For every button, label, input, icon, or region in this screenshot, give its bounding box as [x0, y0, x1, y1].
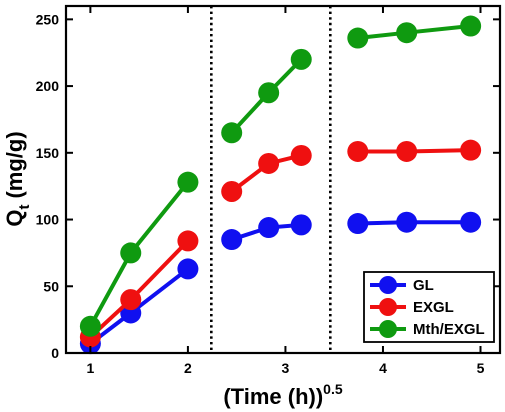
data-point-gl	[258, 217, 280, 239]
y-axis-label-main: Q	[2, 210, 27, 227]
y-tick-label: 200	[36, 78, 60, 94]
legend-entry-gl: GL	[370, 276, 434, 294]
data-point-mth-exgl	[460, 15, 482, 37]
x-tick-label: 1	[86, 360, 94, 376]
x-axis-label-main: (Time (h))	[223, 384, 323, 409]
data-point-gl	[396, 211, 418, 233]
data-point-gl	[290, 214, 312, 236]
data-point-mth-exgl	[396, 22, 418, 44]
dividers-layer	[210, 6, 332, 353]
plot-frame	[64, 4, 502, 355]
series-gl	[79, 211, 482, 355]
data-point-exgl	[347, 140, 369, 162]
data-point-mth-exgl	[290, 48, 312, 70]
data-point-gl	[347, 213, 369, 235]
data-point-exgl	[177, 230, 199, 252]
series-layer	[79, 15, 482, 355]
legend-marker-gl	[379, 276, 397, 294]
data-point-gl	[221, 229, 243, 251]
data-point-exgl	[396, 140, 418, 162]
data-point-mth-exgl	[221, 122, 243, 144]
series-line-gl-1	[89, 267, 190, 346]
data-point-exgl	[290, 144, 312, 166]
x-tick-label: 4	[379, 360, 387, 376]
data-point-mth-exgl	[347, 27, 369, 49]
data-point-exgl	[120, 289, 142, 311]
y-tick-label: 50	[43, 278, 59, 294]
y-tick-label: 100	[36, 212, 60, 228]
data-point-gl	[177, 258, 199, 280]
legend-entry-exgl: EXGL	[370, 298, 454, 316]
data-point-mth-exgl	[79, 315, 101, 337]
x-tick-label: 2	[184, 360, 192, 376]
y-axis-label-sub: t	[16, 205, 33, 210]
y-axis-label: Qt (mg/g)	[2, 131, 33, 226]
x-axis-label-sup: 0.5	[323, 381, 343, 397]
legend-label-gl: GL	[413, 277, 434, 294]
y-axis-label-units: (mg/g)	[2, 131, 27, 198]
legend-marker-exgl	[379, 298, 397, 316]
data-point-gl	[460, 211, 482, 233]
x-tick-label: 3	[282, 360, 290, 376]
series-mth-exgl	[79, 15, 482, 337]
y-tick-label: 250	[36, 11, 60, 27]
data-point-mth-exgl	[177, 171, 199, 193]
data-point-mth-exgl	[120, 242, 142, 264]
legend: GL EXGL Mth/EXGL	[363, 271, 495, 343]
legend-label-exgl: EXGL	[413, 299, 454, 316]
x-tick-label: 5	[477, 360, 485, 376]
y-tick-label: 0	[51, 345, 59, 361]
data-point-exgl	[221, 181, 243, 203]
x-axis-label: (Time (h))0.5	[223, 381, 342, 409]
legend-label-mth-exgl: Mth/EXGL	[413, 321, 485, 338]
y-tick-label: 150	[36, 145, 60, 161]
legend-entry-mth-exgl: Mth/EXGL	[370, 320, 485, 338]
legend-marker-mth-exgl	[379, 320, 397, 338]
data-point-exgl	[258, 152, 280, 174]
data-point-exgl	[460, 139, 482, 161]
series-exgl	[79, 139, 482, 348]
data-point-mth-exgl	[258, 82, 280, 104]
